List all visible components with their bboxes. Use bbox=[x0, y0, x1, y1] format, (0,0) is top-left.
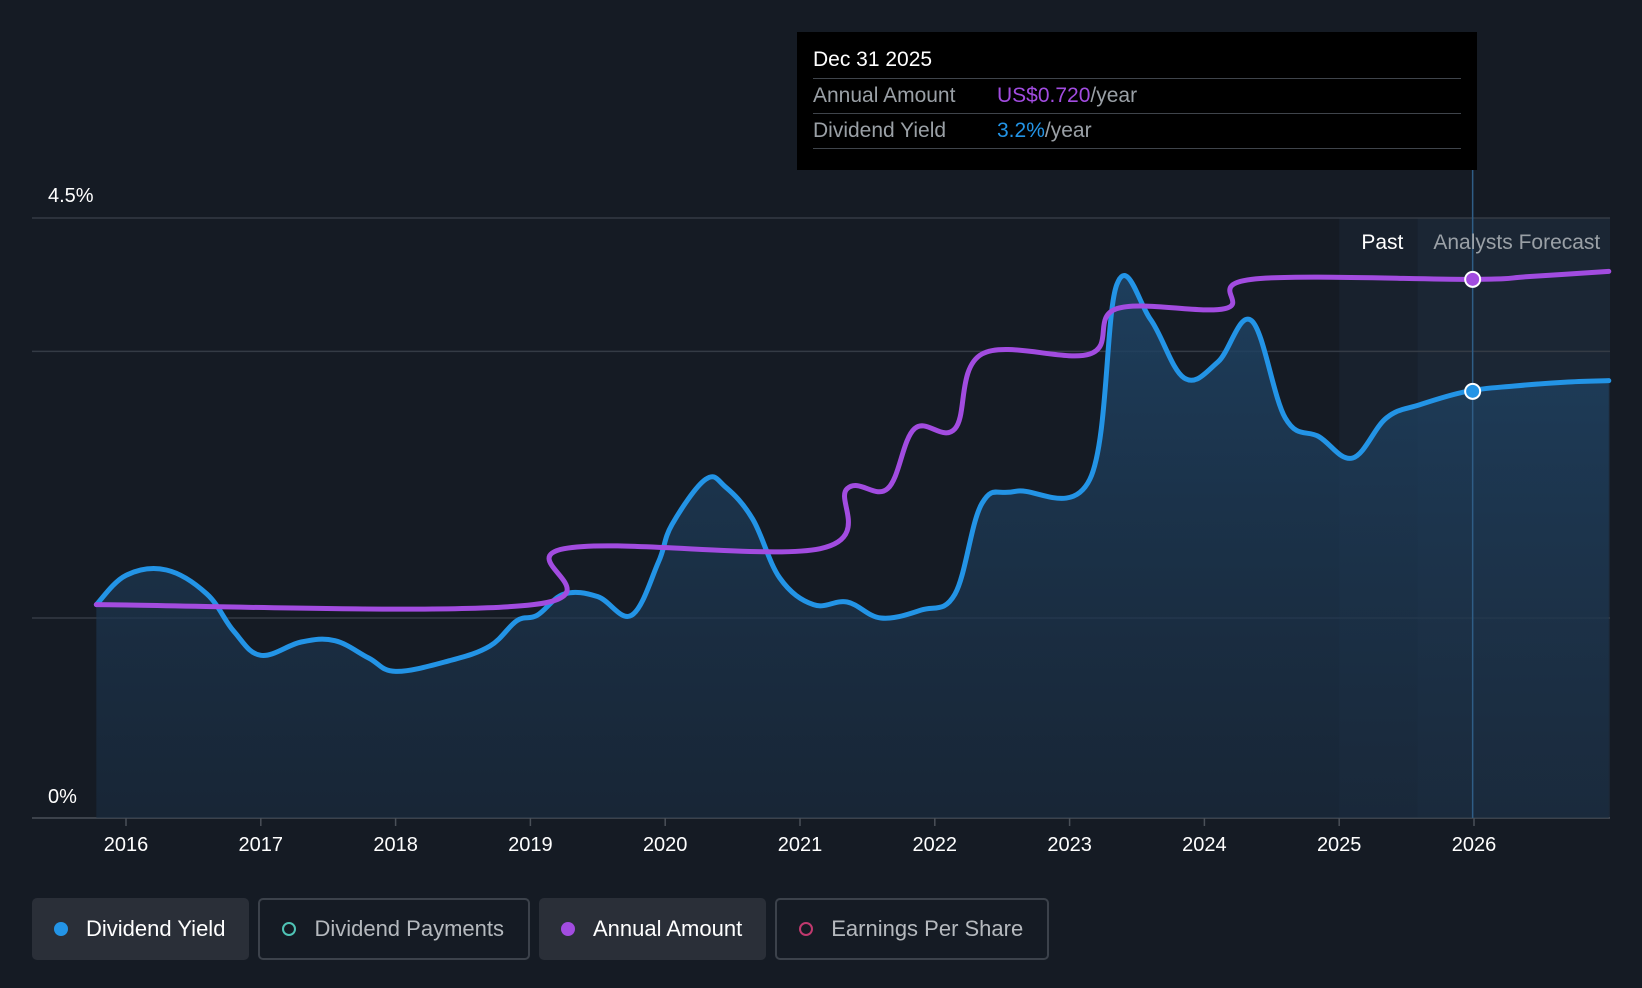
x-tick-label: 2018 bbox=[373, 834, 418, 856]
tooltip-row-annual-amount: Annual Amount US$0.720/year bbox=[813, 78, 1461, 113]
tooltip-label: Annual Amount bbox=[813, 84, 956, 107]
dividend-chart: 0% 4.5% 2016 2017 2018 2019 2020 2021 2022 2023 20… bbox=[32, 170, 1612, 856]
legend-earnings-per-share[interactable]: Earnings Per Share bbox=[775, 898, 1050, 960]
tooltip-suffix: /year bbox=[1044, 119, 1092, 142]
legend-annual-amount[interactable]: Annual Amount bbox=[538, 898, 767, 960]
tooltip-value: US$0.720 bbox=[997, 84, 1091, 107]
x-tick-label: 2025 bbox=[1317, 834, 1362, 856]
legend-label: Annual Amount bbox=[592, 916, 743, 941]
x-tick-label: 2021 bbox=[778, 834, 823, 856]
dividend-yield-area bbox=[96, 275, 1609, 818]
x-tick-label: 2019 bbox=[508, 834, 553, 856]
x-tick-label: 2022 bbox=[913, 834, 958, 856]
forecast-label: Analysts Forecast bbox=[1433, 231, 1600, 254]
legend-dividend-payments[interactable]: Dividend Payments bbox=[258, 898, 530, 960]
y-tick-label: 4.5% bbox=[48, 185, 94, 207]
annual-amount-line bbox=[93, 268, 1612, 612]
legend-label: Dividend Yield bbox=[86, 916, 226, 941]
tooltip-row-dividend-yield: Dividend Yield 3.2%/year bbox=[813, 113, 1461, 149]
tooltip-suffix: /year bbox=[1090, 84, 1138, 107]
x-tick-label: 2020 bbox=[643, 834, 688, 856]
annual-amount-marker bbox=[1464, 270, 1482, 288]
chart-tooltip: Dec 31 2025 Annual Amount US$0.720/year … bbox=[797, 32, 1477, 170]
legend-dot-icon bbox=[799, 922, 814, 936]
legend-dot-icon bbox=[560, 922, 575, 936]
x-tick-label: 2017 bbox=[239, 834, 284, 856]
dividend-yield-line bbox=[93, 273, 1612, 674]
x-tick-label: 2016 bbox=[104, 834, 149, 856]
tooltip-label: Dividend Yield bbox=[813, 119, 947, 142]
legend-dividend-yield[interactable]: Dividend Yield bbox=[32, 898, 250, 960]
legend-label: Earnings Per Share bbox=[831, 916, 1024, 941]
past-label: Past bbox=[1361, 231, 1403, 254]
legend-label: Dividend Payments bbox=[314, 916, 504, 941]
dividend-yield-marker bbox=[1464, 382, 1482, 400]
legend-dot-icon bbox=[282, 922, 297, 936]
legend-dot-icon bbox=[54, 922, 68, 936]
x-tick-label: 2024 bbox=[1182, 834, 1227, 856]
chart-legend: Dividend Yield Dividend Payments Annual … bbox=[32, 898, 1050, 960]
tooltip-value: 3.2% bbox=[997, 119, 1045, 142]
x-tick-label: 2026 bbox=[1452, 834, 1497, 856]
y-tick-label: 0% bbox=[48, 786, 77, 808]
x-tick-label: 2023 bbox=[1047, 834, 1092, 856]
tooltip-date: Dec 31 2025 bbox=[813, 48, 933, 71]
